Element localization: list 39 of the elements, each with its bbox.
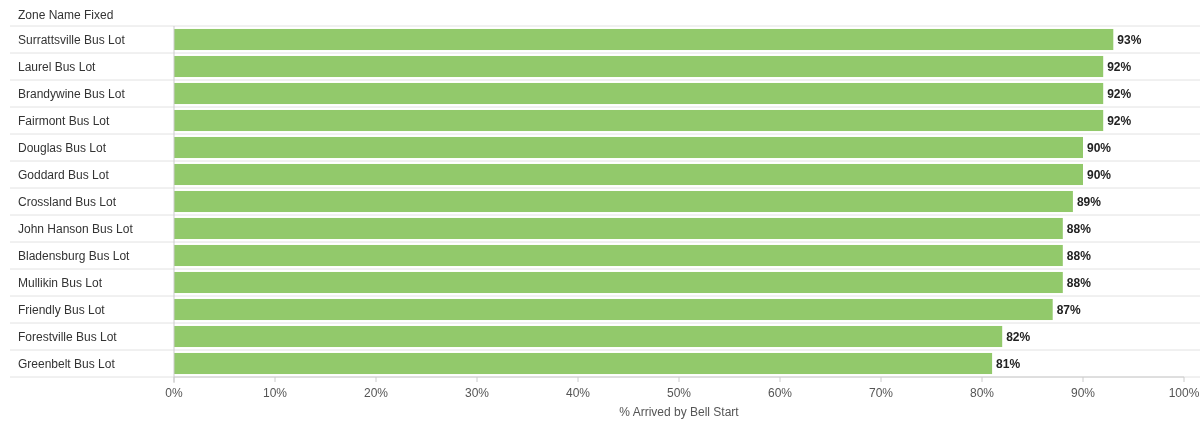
x-tick-label: 100% (1168, 386, 1200, 400)
data-label: 90% (1087, 167, 1112, 182)
y-tick-label: Laurel Bus Lot (18, 59, 97, 74)
x-tick-label: 40% (565, 386, 591, 400)
data-label: 90% (1087, 140, 1112, 155)
data-label: 82% (1006, 329, 1031, 344)
y-tick-label: Friendly Bus Lot (18, 302, 106, 317)
x-tick-label: 20% (363, 386, 389, 400)
x-tick-label: 30% (464, 386, 490, 400)
data-label: 87% (1056, 302, 1082, 317)
data-label: 88% (1066, 248, 1092, 263)
y-tick-label: Goddard Bus Lot (18, 167, 110, 182)
x-axis-title: % Arrived by Bell Start (619, 405, 740, 419)
x-tick-label: 10% (262, 386, 288, 400)
data-label: 81% (996, 356, 1021, 371)
y-tick-label: Brandywine Bus Lot (18, 86, 126, 101)
y-tick-label: Greenbelt Bus Lot (18, 356, 116, 371)
x-tick-label: 80% (969, 386, 995, 400)
data-label: 92% (1107, 86, 1132, 101)
x-tick-label: 0% (165, 386, 183, 400)
data-label: 89% (1076, 194, 1102, 209)
data-label: 92% (1107, 113, 1132, 128)
y-tick-label: Crossland Bus Lot (18, 194, 117, 209)
x-tick-label: 90% (1070, 386, 1096, 400)
y-tick-label: Forestville Bus Lot (18, 329, 118, 344)
y-axis-title: Zone Name Fixed (18, 8, 114, 22)
y-tick-label: Surrattsville Bus Lot (18, 32, 126, 47)
data-label: 88% (1066, 221, 1092, 236)
data-label: 92% (1107, 59, 1132, 74)
data-label: 88% (1066, 275, 1092, 290)
x-tick-label: 50% (666, 386, 692, 400)
y-tick-label: Fairmont Bus Lot (18, 113, 111, 128)
x-tick-label: 60% (767, 386, 793, 400)
y-tick-label: John Hanson Bus Lot (18, 221, 134, 236)
x-tick-label: 70% (868, 386, 894, 400)
y-tick-label: Mullikin Bus Lot (18, 275, 103, 290)
data-label: 93% (1117, 32, 1142, 47)
y-tick-label: Bladensburg Bus Lot (18, 248, 131, 263)
y-tick-label: Douglas Bus Lot (18, 140, 107, 155)
